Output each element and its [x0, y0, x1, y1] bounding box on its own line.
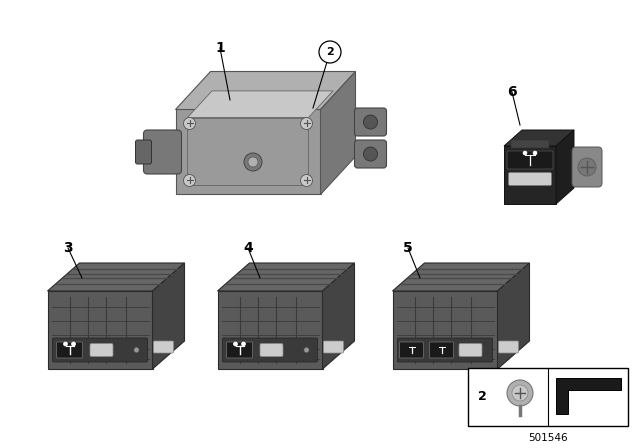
- Polygon shape: [218, 291, 323, 369]
- Text: 2: 2: [326, 47, 334, 57]
- FancyBboxPatch shape: [355, 140, 387, 168]
- Polygon shape: [152, 263, 184, 369]
- Polygon shape: [175, 72, 355, 109]
- Circle shape: [248, 157, 258, 167]
- Circle shape: [364, 115, 378, 129]
- Circle shape: [301, 117, 312, 129]
- FancyBboxPatch shape: [90, 344, 113, 357]
- Polygon shape: [504, 130, 574, 146]
- Text: 3: 3: [63, 241, 73, 255]
- Circle shape: [319, 41, 341, 63]
- FancyBboxPatch shape: [260, 344, 283, 357]
- Text: 6: 6: [507, 85, 517, 99]
- Text: 501546: 501546: [528, 433, 568, 443]
- Polygon shape: [504, 146, 556, 204]
- FancyBboxPatch shape: [499, 341, 518, 353]
- FancyBboxPatch shape: [143, 130, 182, 174]
- Polygon shape: [392, 291, 497, 369]
- Polygon shape: [188, 91, 333, 117]
- Circle shape: [184, 117, 195, 129]
- FancyBboxPatch shape: [397, 338, 493, 362]
- Circle shape: [304, 348, 309, 353]
- Circle shape: [301, 175, 312, 186]
- Polygon shape: [556, 378, 621, 414]
- Circle shape: [523, 151, 527, 155]
- FancyBboxPatch shape: [507, 151, 553, 169]
- Polygon shape: [47, 291, 152, 369]
- FancyBboxPatch shape: [399, 342, 424, 358]
- Polygon shape: [556, 130, 574, 204]
- FancyBboxPatch shape: [509, 172, 552, 185]
- FancyBboxPatch shape: [323, 341, 344, 353]
- Text: 5: 5: [403, 241, 413, 255]
- FancyBboxPatch shape: [56, 342, 83, 358]
- Polygon shape: [218, 263, 355, 291]
- Polygon shape: [321, 72, 355, 194]
- FancyBboxPatch shape: [154, 341, 173, 353]
- Text: 4: 4: [243, 241, 253, 255]
- Text: 2: 2: [477, 391, 486, 404]
- Circle shape: [184, 175, 195, 186]
- Circle shape: [134, 348, 139, 353]
- FancyBboxPatch shape: [227, 342, 253, 358]
- Circle shape: [512, 385, 528, 401]
- Polygon shape: [497, 263, 529, 369]
- Polygon shape: [323, 263, 355, 369]
- Circle shape: [578, 158, 596, 176]
- Circle shape: [63, 342, 67, 346]
- FancyBboxPatch shape: [355, 108, 387, 136]
- Text: 1: 1: [215, 41, 225, 55]
- Circle shape: [241, 342, 246, 346]
- Circle shape: [72, 342, 76, 346]
- FancyBboxPatch shape: [511, 140, 549, 148]
- Polygon shape: [392, 263, 529, 291]
- FancyBboxPatch shape: [429, 342, 454, 358]
- FancyBboxPatch shape: [572, 147, 602, 187]
- FancyBboxPatch shape: [136, 140, 152, 164]
- Circle shape: [507, 380, 533, 406]
- Circle shape: [364, 147, 378, 161]
- FancyBboxPatch shape: [459, 344, 482, 357]
- Bar: [468, 368, 628, 426]
- Circle shape: [244, 153, 262, 171]
- Polygon shape: [175, 109, 321, 194]
- Polygon shape: [47, 263, 184, 291]
- FancyBboxPatch shape: [188, 119, 308, 185]
- FancyBboxPatch shape: [223, 338, 317, 362]
- Circle shape: [533, 151, 537, 155]
- Circle shape: [234, 342, 237, 346]
- FancyBboxPatch shape: [52, 338, 147, 362]
